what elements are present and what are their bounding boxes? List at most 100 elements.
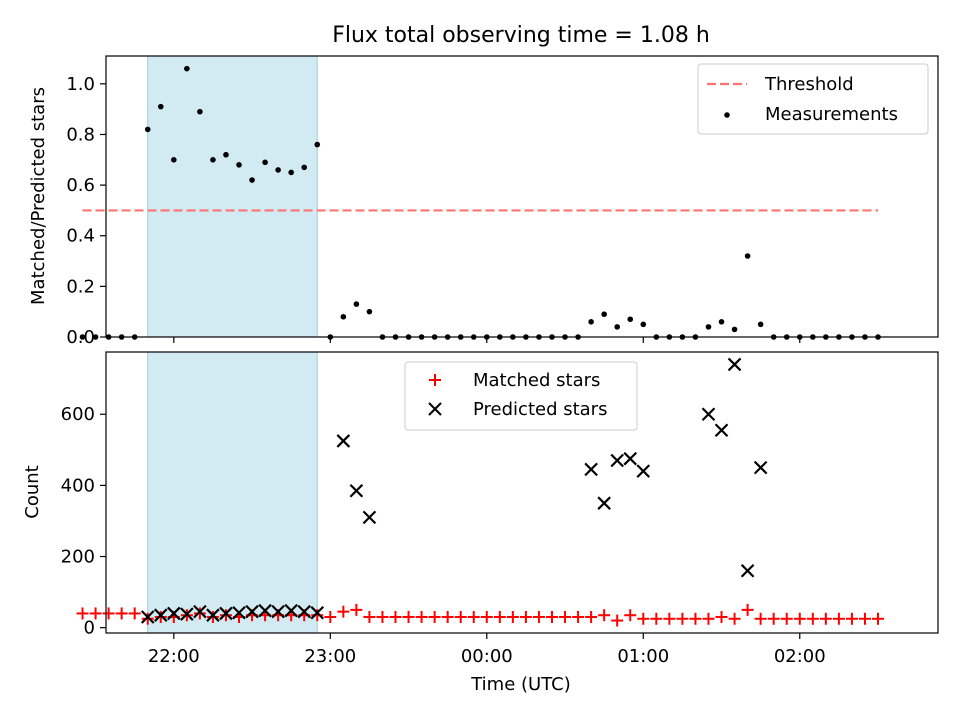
bottom-y-ticks: 0 200 400 600 [61, 404, 106, 639]
bottom-x-tick-label: 00:00 [461, 646, 513, 667]
matched-star-point [219, 609, 232, 622]
measurement-point [614, 324, 620, 330]
matched-star-point [532, 610, 545, 623]
measurement-point [588, 319, 594, 325]
top-y-tick-label: 0.4 [66, 226, 95, 247]
top-y-tick-label: 0.6 [66, 175, 95, 196]
matched-star-point [663, 612, 676, 625]
predicted-star-point [714, 423, 729, 438]
measurement-point [757, 321, 764, 328]
predicted-star-point [727, 357, 742, 372]
matched-star-point [780, 612, 793, 625]
measurement-point [223, 151, 229, 158]
predicted-star-point [584, 462, 598, 477]
matched-star-point [350, 603, 363, 616]
measurement-point [288, 169, 294, 176]
bottom-y-tick-label: 400 [61, 475, 95, 496]
matched-star-point [845, 612, 858, 625]
predicted-star-point [284, 603, 298, 618]
legend-measurements-swatch [724, 112, 730, 118]
predicted-star-point [362, 510, 377, 525]
matched-star-point [141, 612, 154, 625]
predicted-star-point [271, 604, 285, 619]
predicted-star-point [180, 607, 194, 621]
measurement-point [184, 65, 190, 72]
predicted-star-point [297, 604, 311, 619]
matched-star-point [480, 610, 493, 623]
measurement-point [366, 308, 373, 315]
bottom-x-tick-label: 02:00 [774, 646, 826, 667]
x-axis-label: Time (UTC) [470, 674, 571, 695]
top-x-ticks [173, 337, 801, 343]
measurement-point [236, 162, 242, 168]
top-y-ticks: 0.0 0.2 0.4 0.6 0.8 1.0 [66, 74, 106, 348]
predicted-star-point [623, 451, 638, 466]
predicted-star-point [336, 434, 351, 448]
measurement-point [731, 326, 738, 333]
bottom-panel: 0 200 400 600 22:00 23:00 00:00 01:00 02:00 Cou… [22, 351, 939, 695]
top-axes-frame [105, 55, 939, 338]
predicted-star-point [206, 608, 220, 622]
matched-star-point [832, 612, 845, 625]
matched-star-point [872, 612, 885, 625]
matched-star-point [545, 610, 558, 623]
measurement-point [744, 253, 751, 259]
legend-predicted-swatch [428, 402, 442, 416]
matched-star-point [637, 612, 650, 625]
legend-matched-label: Matched stars [473, 370, 600, 391]
matched-star-point [206, 610, 219, 623]
measurement-point [171, 156, 177, 163]
predicted-star-point [597, 496, 611, 510]
bottom-x-tick-label: 22:00 [148, 646, 200, 667]
measurement-point [144, 126, 151, 133]
matched-star-point [193, 607, 206, 620]
matched-star-point [806, 612, 819, 625]
top-chart-title: Flux total observing time = 1.08 h [332, 23, 710, 48]
top-legend-box [697, 63, 929, 135]
predicted-star-point [610, 453, 624, 468]
legend-matched-swatch [429, 374, 441, 386]
bottom-legend-box [404, 361, 638, 431]
matched-star-point [76, 607, 89, 620]
matched-star-point [519, 610, 532, 623]
measurement-point [601, 311, 607, 318]
predicted-star-point [753, 460, 768, 475]
matched-star-point [154, 610, 167, 623]
matched-star-point [715, 610, 728, 623]
matched-star-point [676, 612, 689, 625]
bottom-x-tick-label: 23:00 [304, 646, 356, 667]
matched-star-point [689, 612, 702, 625]
matched-star-point [415, 610, 428, 623]
matched-star-point [493, 610, 506, 623]
top-y-tick-label: 0.2 [66, 276, 95, 297]
measurement-point [210, 156, 216, 163]
measurement-point [705, 324, 712, 330]
bottom-x-ticks: 22:00 23:00 00:00 01:00 02:00 [148, 633, 826, 667]
matched-star-point [702, 612, 715, 625]
measurement-point [79, 334, 86, 340]
bottom-y-tick-label: 200 [61, 547, 95, 568]
matched-star-point [376, 610, 389, 623]
predicted-star-point [140, 610, 155, 624]
measurement-point [353, 301, 360, 307]
top-y-tick-label: 1.0 [66, 74, 95, 95]
bottom-axes-frame [105, 351, 939, 634]
matched-star-point [650, 612, 663, 625]
legend-measurements-label: Measurements [765, 104, 898, 125]
matched-star-point [611, 614, 624, 627]
matched-star-point [128, 607, 141, 620]
predicted-star-point [310, 605, 325, 620]
measurement-point [157, 103, 164, 110]
measurement-point [627, 316, 634, 323]
matched-star-point [102, 607, 115, 620]
top-y-tick-label: 0.0 [66, 327, 95, 348]
measurement-point [249, 177, 255, 183]
matched-star-point [428, 610, 441, 623]
measurement-point [640, 321, 647, 328]
matched-star-point [728, 612, 741, 625]
matched-star-point [441, 610, 454, 623]
measurement-point [301, 164, 308, 171]
matched-star-point [337, 605, 350, 618]
bottom-legend: Matched stars Predicted stars [404, 361, 638, 431]
predicted-stars-points [140, 357, 768, 624]
